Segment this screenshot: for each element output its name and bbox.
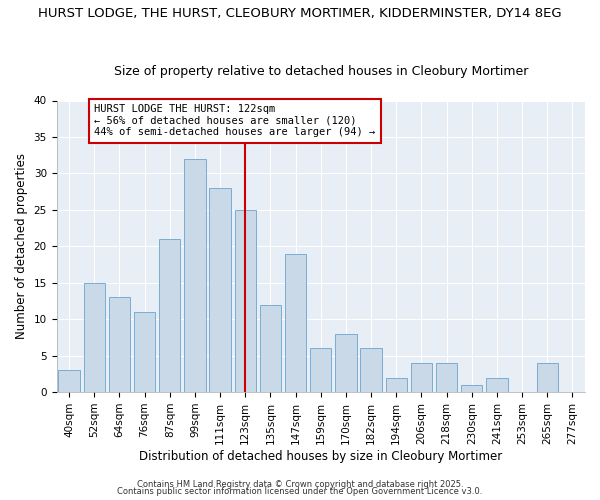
Bar: [310, 348, 331, 392]
Bar: [159, 239, 181, 392]
Bar: [285, 254, 306, 392]
Bar: [58, 370, 80, 392]
X-axis label: Distribution of detached houses by size in Cleobury Mortimer: Distribution of detached houses by size …: [139, 450, 502, 462]
Bar: [386, 378, 407, 392]
Text: HURST LODGE THE HURST: 122sqm
← 56% of detached houses are smaller (120)
44% of : HURST LODGE THE HURST: 122sqm ← 56% of d…: [94, 104, 376, 138]
Bar: [361, 348, 382, 392]
Text: Contains HM Land Registry data © Crown copyright and database right 2025.: Contains HM Land Registry data © Crown c…: [137, 480, 463, 489]
Bar: [411, 363, 432, 392]
Text: HURST LODGE, THE HURST, CLEOBURY MORTIMER, KIDDERMINSTER, DY14 8EG: HURST LODGE, THE HURST, CLEOBURY MORTIME…: [38, 8, 562, 20]
Bar: [134, 312, 155, 392]
Bar: [109, 298, 130, 392]
Y-axis label: Number of detached properties: Number of detached properties: [15, 154, 28, 340]
Bar: [235, 210, 256, 392]
Bar: [260, 304, 281, 392]
Bar: [209, 188, 231, 392]
Bar: [184, 159, 206, 392]
Text: Contains public sector information licensed under the Open Government Licence v3: Contains public sector information licen…: [118, 488, 482, 496]
Title: Size of property relative to detached houses in Cleobury Mortimer: Size of property relative to detached ho…: [113, 66, 528, 78]
Bar: [436, 363, 457, 392]
Bar: [335, 334, 356, 392]
Bar: [83, 282, 105, 392]
Bar: [461, 385, 482, 392]
Bar: [536, 363, 558, 392]
Bar: [486, 378, 508, 392]
